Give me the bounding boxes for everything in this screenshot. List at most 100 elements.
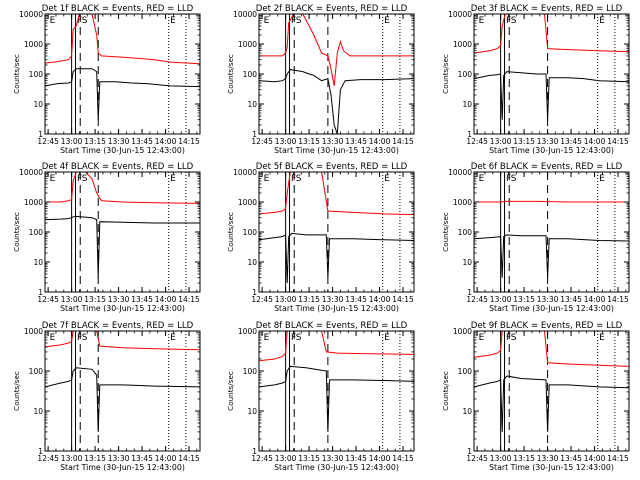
y-tick-label: 1000 [453, 40, 472, 49]
x-tick-label: 13:30 [537, 295, 559, 304]
plot-frame [258, 13, 415, 135]
x-tick-label: 13:15 [513, 295, 535, 304]
x-tick-label: 12:45 [466, 137, 488, 146]
marker-label: E [479, 174, 485, 184]
x-axis-label: Start Time (30-Jun-15 12:43:00) [489, 146, 614, 155]
panel-title: Det 1f BLACK = Events, RED = LLD [42, 4, 194, 14]
y-axis-label: Counts/sec [226, 54, 235, 94]
x-tick-label: 12:45 [37, 137, 59, 146]
panel-title: Det 3f BLACK = Events, RED = LLD [471, 4, 623, 14]
marker-label: F [291, 16, 296, 26]
x-axis-label: Start Time (30-Jun-15 12:43:00) [274, 304, 399, 313]
marker-label: E [479, 16, 485, 26]
marker-label: S [511, 16, 517, 26]
x-tick-label: 13:45 [131, 295, 153, 304]
events-series-line [259, 69, 414, 134]
x-tick-label: 14:00 [155, 454, 177, 463]
panel-title: Det 7f BLACK = Events, RED = LLD [42, 321, 194, 331]
y-axis-label: Counts/sec [226, 371, 235, 411]
y-tick-label: 1000 [453, 198, 472, 207]
detector-panel-5: Det 5f BLACK = Events, RED = LLD E F S E 1 10 1… [226, 162, 415, 313]
y-tick-label: 10 [462, 407, 472, 416]
y-tick-label: 1 [252, 288, 257, 297]
y-tick-label: 10000 [19, 168, 43, 177]
y-tick-label: 10 [462, 100, 472, 109]
y-tick-label: 10 [247, 100, 257, 109]
x-tick-label: 14:00 [369, 137, 391, 146]
x-tick-label: 13:30 [322, 454, 344, 463]
y-tick-label: 1000 [238, 198, 257, 207]
detector-panel-6: Det 6f BLACK = Events, RED = LLD E F S E 1 10 1… [441, 162, 630, 313]
x-tick-label: 13:15 [84, 454, 106, 463]
y-tick-label: 10000 [19, 10, 43, 19]
x-tick-label: 12:45 [251, 295, 273, 304]
x-tick-label: 14:15 [178, 137, 200, 146]
marker-label: F [506, 16, 511, 26]
plot-frame [44, 13, 201, 135]
events-series-line [45, 215, 200, 278]
y-tick-label: 10 [247, 407, 257, 416]
x-tick-label: 14:00 [584, 454, 606, 463]
x-tick-label: 13:30 [108, 137, 130, 146]
plot-frame [473, 13, 630, 135]
y-tick-label: 100 [243, 70, 258, 79]
y-tick-label: 1 [467, 447, 472, 456]
y-tick-label: 100 [29, 228, 44, 237]
x-tick-label: 14:15 [607, 454, 629, 463]
y-tick-label: 10000 [448, 168, 472, 177]
x-tick-label: 12:45 [251, 137, 273, 146]
y-tick-label: 1 [38, 288, 43, 297]
events-series-line [474, 375, 629, 432]
y-tick-label: 1000 [24, 327, 43, 336]
y-tick-label: 1 [467, 288, 472, 297]
marker-label: E [50, 333, 56, 343]
y-tick-label: 1 [38, 447, 43, 456]
lld-series-line [259, 172, 414, 216]
marker-label: S [296, 333, 302, 343]
x-tick-label: 13:15 [513, 137, 535, 146]
x-tick-label: 14:00 [155, 295, 177, 304]
y-tick-label: 1 [252, 130, 257, 139]
y-tick-label: 1 [467, 130, 472, 139]
lld-series-line [259, 14, 414, 86]
y-tick-label: 10 [247, 258, 257, 267]
lld-series-line [474, 14, 629, 54]
y-axis-label: Counts/sec [226, 212, 235, 252]
marker-label: S [82, 16, 88, 26]
x-tick-label: 13:45 [131, 454, 153, 463]
x-tick-label: 13:45 [560, 137, 582, 146]
x-tick-label: 13:00 [275, 137, 297, 146]
marker-label: E [384, 333, 390, 343]
x-axis-label: Start Time (30-Jun-15 12:43:00) [274, 463, 399, 472]
x-tick-label: 12:45 [466, 295, 488, 304]
plot-frame [44, 330, 201, 452]
plot-frame [258, 330, 415, 452]
detector-panel-9: Det 9f BLACK = Events, RED = LLD E F S E 1 10 1… [441, 321, 630, 472]
lld-series-line [259, 331, 414, 362]
panel-title: Det 2f BLACK = Events, RED = LLD [256, 4, 408, 14]
detector-panel-1: Det 1f BLACK = Events, RED = LLD E F S E 1 10 1… [12, 4, 201, 155]
plot-frame [44, 171, 201, 293]
y-axis-label: Counts/sec [12, 371, 21, 411]
x-tick-label: 13:30 [537, 454, 559, 463]
lld-series-line [45, 172, 200, 204]
marker-label: E [264, 16, 270, 26]
x-tick-label: 12:45 [251, 454, 273, 463]
y-tick-label: 100 [29, 367, 44, 376]
marker-label: E [170, 174, 176, 184]
x-tick-label: 13:45 [345, 137, 367, 146]
plot-frame [258, 171, 415, 293]
events-series-line [474, 234, 629, 278]
x-tick-label: 12:45 [466, 454, 488, 463]
detector-panel-7: Det 7f BLACK = Events, RED = LLD E F S E 1 10 1… [12, 321, 201, 472]
x-tick-label: 14:15 [607, 137, 629, 146]
x-tick-label: 13:15 [298, 137, 320, 146]
x-axis-label: Start Time (30-Jun-15 12:43:00) [60, 463, 185, 472]
x-tick-label: 13:45 [560, 295, 582, 304]
marker-label: E [264, 333, 270, 343]
lld-series-line [474, 200, 629, 203]
marker-label: F [77, 16, 82, 26]
x-tick-label: 14:15 [392, 295, 414, 304]
x-tick-label: 13:00 [275, 454, 297, 463]
